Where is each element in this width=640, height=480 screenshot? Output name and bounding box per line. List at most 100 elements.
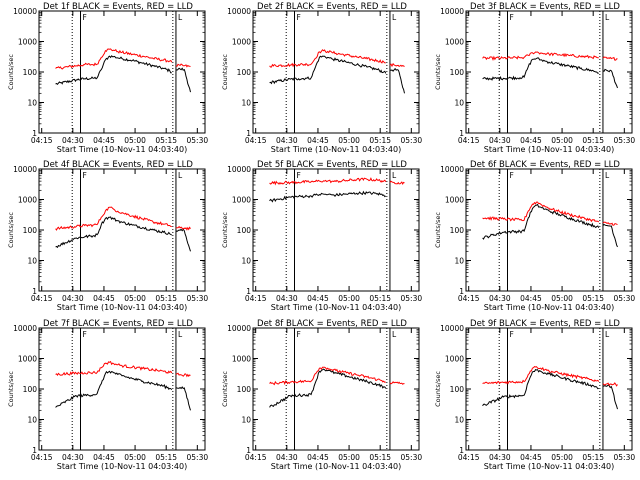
- x-tick-label: 04:30: [276, 453, 298, 462]
- y-tick-label: 100: [23, 385, 38, 394]
- x-tick-label: 04:45: [520, 136, 542, 145]
- chart-panel-9: Det 9f BLACK = Events, RED = LLD 1 10 100 10…: [434, 319, 635, 471]
- x-tick-label: 04:30: [489, 294, 511, 303]
- x-tick-label: 04:45: [93, 294, 115, 303]
- x-tick-label: 04:15: [31, 453, 53, 462]
- x-tick-label: 05:30: [401, 136, 423, 145]
- plot-frame: [38, 327, 206, 451]
- series-line-lld: [602, 56, 618, 61]
- series-line-lld: [55, 48, 173, 70]
- plot-frame: [465, 10, 633, 134]
- x-tick-label: 04:15: [245, 136, 267, 145]
- y-tick-label: 10000: [227, 7, 251, 16]
- flag-end-marker: L: [605, 13, 610, 22]
- chart-panel-1: Det 1f BLACK = Events, RED = LLD 1 10 100 10…: [7, 2, 208, 154]
- x-tick-label: 05:30: [614, 453, 636, 462]
- series-line-lld: [175, 372, 191, 378]
- y-tick-label: 1: [459, 287, 464, 296]
- x-tick-label: 04:30: [62, 136, 84, 145]
- y-tick-label: 100: [237, 68, 252, 77]
- x-tick-label: 04:30: [62, 453, 84, 462]
- y-tick-label: 1000: [232, 196, 251, 205]
- x-axis-label: Start Time (10-Nov-11 04:03:40): [271, 303, 401, 312]
- x-tick-label: 05:00: [124, 453, 146, 462]
- x-tick-label: 04:15: [245, 294, 267, 303]
- x-tick-label: 05:30: [614, 294, 636, 303]
- series-line-events: [482, 57, 599, 81]
- x-axis-label: Start Time (10-Nov-11 04:03:40): [271, 462, 401, 471]
- series-line-lld: [389, 381, 405, 385]
- series-line-lld: [55, 360, 173, 376]
- chart-title: Det 6f BLACK = Events, RED = LLD: [470, 160, 620, 170]
- x-tick-label: 05:00: [338, 136, 360, 145]
- flag-marker: F: [83, 13, 87, 22]
- x-axis-label: Start Time (10-Nov-11 04:03:40): [57, 303, 187, 312]
- chart-title: Det 3f BLACK = Events, RED = LLD: [470, 2, 620, 12]
- y-axis-label: Counts/sec: [221, 54, 229, 90]
- x-tick-label: 04:15: [31, 294, 53, 303]
- series-line-lld: [482, 51, 599, 62]
- series-line-lld: [269, 49, 386, 68]
- series-line-lld: [602, 221, 618, 226]
- x-tick-label: 05:00: [124, 294, 146, 303]
- series-line-lld: [602, 382, 618, 387]
- y-tick-label: 100: [450, 385, 465, 394]
- y-tick-label: 10: [241, 257, 251, 266]
- x-tick-label: 04:15: [458, 136, 480, 145]
- series-line-events: [269, 55, 387, 85]
- series-line-events: [55, 216, 173, 249]
- x-tick-label: 04:15: [458, 453, 480, 462]
- x-tick-label: 05:15: [155, 453, 177, 462]
- y-tick-label: 10000: [440, 324, 464, 333]
- x-tick-label: 05:00: [551, 294, 573, 303]
- x-tick-label: 05:15: [582, 136, 604, 145]
- x-tick-label: 04:30: [62, 294, 84, 303]
- flag-marker: F: [510, 171, 514, 180]
- y-axis-label: Counts/sec: [221, 212, 229, 248]
- x-tick-label: 04:45: [307, 136, 329, 145]
- x-tick-label: 04:15: [458, 294, 480, 303]
- x-tick-label: 05:00: [338, 453, 360, 462]
- y-tick-label: 10000: [227, 165, 251, 174]
- series-line-lld: [482, 201, 600, 223]
- series-line-events: [55, 370, 173, 408]
- chart-panel-6: Det 6f BLACK = Events, RED = LLD 1 10 100 10…: [434, 160, 635, 312]
- x-tick-label: 04:45: [307, 453, 329, 462]
- x-axis-label: Start Time (10-Nov-11 04:03:40): [484, 462, 614, 471]
- x-axis-label: Start Time (10-Nov-11 04:03:40): [57, 145, 187, 154]
- series-line-events: [389, 67, 405, 94]
- y-tick-label: 10: [454, 99, 464, 108]
- x-tick-label: 05:00: [124, 136, 146, 145]
- plot-frame: [465, 168, 633, 292]
- x-tick-label: 05:15: [155, 294, 177, 303]
- series-line-events: [55, 55, 172, 85]
- flag-end-marker: L: [392, 13, 397, 22]
- x-tick-label: 05:15: [369, 453, 391, 462]
- series-line-events: [175, 67, 191, 93]
- y-tick-label: 1: [246, 287, 251, 296]
- y-tick-label: 1: [32, 287, 37, 296]
- y-tick-label: 10000: [13, 7, 37, 16]
- y-tick-label: 100: [450, 68, 465, 77]
- y-tick-label: 10: [454, 257, 464, 266]
- y-axis-label: Counts/sec: [7, 54, 15, 90]
- x-tick-label: 05:30: [614, 136, 636, 145]
- series-line-events: [175, 228, 191, 252]
- flag-marker: F: [83, 330, 87, 339]
- x-tick-label: 04:30: [276, 136, 298, 145]
- x-tick-label: 04:45: [93, 453, 115, 462]
- y-tick-label: 100: [237, 385, 252, 394]
- chart-panel-8: Det 8f BLACK = Events, RED = LLD 1 10 100 10…: [221, 319, 422, 471]
- flag-end-marker: L: [392, 171, 397, 180]
- x-axis-label: Start Time (10-Nov-11 04:03:40): [57, 462, 187, 471]
- flag-marker: F: [510, 330, 514, 339]
- x-tick-label: 05:15: [369, 136, 391, 145]
- chart-panel-2: Det 2f BLACK = Events, RED = LLD 1 10 100 10…: [221, 2, 422, 154]
- y-tick-label: 10: [241, 416, 251, 425]
- x-tick-label: 04:30: [489, 136, 511, 145]
- x-tick-label: 04:15: [245, 453, 267, 462]
- x-axis-label: Start Time (10-Nov-11 04:03:40): [271, 145, 401, 154]
- y-tick-label: 10000: [227, 324, 251, 333]
- y-tick-label: 1: [246, 446, 251, 455]
